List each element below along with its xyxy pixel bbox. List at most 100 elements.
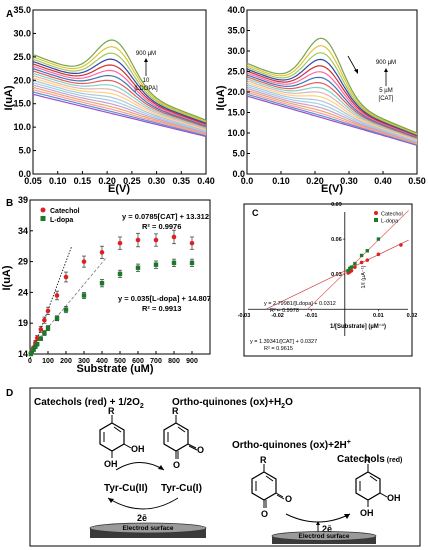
panel-b-chart: 0 100 200 300 400 500 600 700 800 900 14 19 24 29 34 39… xyxy=(1,195,211,375)
panel-c-point-catechol xyxy=(365,258,370,262)
panel-c-point-ldopa xyxy=(359,253,364,258)
panel-b-point-catechol xyxy=(45,308,51,314)
panel-a-right-curve-7 xyxy=(246,83,418,142)
panel-a-right-curve-1 xyxy=(246,95,418,146)
panel-b-legend-ldopa: L-dopa xyxy=(50,217,73,224)
panel-b-label: B xyxy=(6,198,13,209)
panel-b-xtick-label: 900 xyxy=(186,358,198,365)
panel-a-right-arrow xyxy=(347,55,358,73)
panel-a-right-xtick-label: 0.40 xyxy=(374,176,392,186)
panel-c-point-catechol xyxy=(353,265,357,269)
panel-b-point-ldopa xyxy=(35,341,40,347)
panel-b-point-catechol xyxy=(63,274,69,280)
panel-c-legend-ldopa-marker xyxy=(374,218,378,222)
panel-b-point-catechol xyxy=(38,327,44,332)
svg-text:R: R xyxy=(364,455,371,465)
panel-b-point-ldopa xyxy=(54,316,60,321)
panel-b-point-catechol xyxy=(171,234,177,240)
panel-a-right-ytick-label: 10.0 xyxy=(227,128,245,138)
panel-b-ytick-label: 24 xyxy=(18,287,28,297)
scheme-right-product: Catechols (red) xyxy=(337,454,402,465)
panel-a-left-ytick-label: 30.0 xyxy=(13,28,31,38)
panel-a-right-ytick-label: 20.0 xyxy=(227,87,245,97)
panel-a-label: A xyxy=(6,9,13,20)
panel-a-left-annotation-mid: 10 xyxy=(143,78,150,84)
panel-a-right-ylabel: I(uA) xyxy=(215,85,227,110)
electrode-right-label: Electrod surface xyxy=(299,533,350,540)
enzyme-tyr-cu-ii: Tyr-Cu(II) xyxy=(104,483,148,494)
panel-a-left-ytick-label: 0.0 xyxy=(18,169,31,179)
svg-text:R: R xyxy=(108,406,115,416)
panel-a-right-curve-18 xyxy=(246,37,418,134)
panel-a-right-curve-11 xyxy=(246,76,418,139)
panel-a-left-ytick-label: 15.0 xyxy=(13,99,31,109)
panel-b-xtick-label: 0 xyxy=(28,358,32,365)
panel-b-ylabel: I(uA) xyxy=(1,265,13,290)
panel-a-left-curve-9 xyxy=(32,75,207,130)
panel-a-right-xtick-label: 0.50 xyxy=(408,176,426,186)
scheme-right-title: Ortho-quinones (ox)+2H+ xyxy=(232,439,351,451)
panel-a-left-curve-3 xyxy=(32,89,207,136)
svg-text:O: O xyxy=(285,494,292,504)
panel-a-right-arrowhead xyxy=(354,69,358,74)
panel-b-xtick-label: 200 xyxy=(60,358,72,365)
panel-a-left-arrowhead xyxy=(144,58,148,62)
panel-c-point-ldopa xyxy=(353,261,357,266)
panel-c-point-ldopa xyxy=(349,265,354,269)
panel-c-legend-ldopa: L-dopa xyxy=(381,219,399,225)
panel-c-xlabel: 1/[Substrate] (µM⁻¹) xyxy=(330,323,386,330)
panel-a-right-annotation-top: 900 µM xyxy=(376,60,396,66)
panel-a-right-ytick-label: 15.0 xyxy=(227,108,245,118)
panel-a-right-chart: 0.0 0.10 0.20 0.30 0.40 0.50 0.0 5.0 10.0 15.0 20.… xyxy=(215,5,426,195)
panel-c-point-ldopa xyxy=(346,268,350,273)
panel-b-ytick-label: 29 xyxy=(18,257,28,267)
panel-a-right-curve-5 xyxy=(246,87,418,143)
panel-a-left-curve-1 xyxy=(32,93,207,138)
panel-b-point-catechol xyxy=(117,240,123,246)
panel-a-left-xtick-label: 0.40 xyxy=(197,176,215,186)
panel-a-left-curve-12 xyxy=(32,68,207,127)
panel-a-left-curve-8 xyxy=(32,77,207,131)
panel-c-point-ldopa xyxy=(365,249,370,253)
panel-b-legend-catechol-marker xyxy=(40,207,46,213)
panel-b-legend-catechol: Catechol xyxy=(50,208,80,215)
panel-b-eq-catechol: y = 0.0785[CAT] + 13.312 xyxy=(122,212,209,221)
panel-a-right-annotation-mid: 5 µM xyxy=(379,88,392,94)
panel-c-legend-catechol-marker xyxy=(374,211,378,215)
svg-text:OH: OH xyxy=(131,444,145,454)
panel-c-xtick-label: 0.01 xyxy=(373,313,384,319)
panel-b-point-ldopa xyxy=(29,349,34,355)
svg-text:O: O xyxy=(261,509,268,519)
panel-b-r2-catechol: R² = 0.9976 xyxy=(142,222,181,231)
panel-a-right-curve-13 xyxy=(246,71,418,138)
enzyme-tyr-cu-i: Tyr-Cu(I) xyxy=(161,483,202,494)
panel-a-right-curve-8 xyxy=(246,82,418,141)
panel-b-ytick-label: 34 xyxy=(18,226,28,236)
panel-b-point-ldopa xyxy=(171,260,177,266)
panel-a-left-ytick-label: 35.0 xyxy=(13,5,31,15)
panel-a-left-chart: 0.05 0.10 0.15 0.20 0.25 0.30 0.35 0.40 0.0 5.0 10… xyxy=(3,5,215,195)
panel-b-ytick-label: 14 xyxy=(18,349,28,359)
electrons-left: 2ē xyxy=(137,513,147,523)
panel-c-fit-catechol xyxy=(265,239,409,310)
panel-b-point-catechol xyxy=(54,293,60,298)
panel-a-left-curve-5 xyxy=(32,84,207,134)
panel-b-point-catechol xyxy=(34,335,40,341)
panel-c-point-catechol xyxy=(399,243,403,247)
panel-b-r2-ldopa: R² = 0.9913 xyxy=(142,304,181,313)
svg-text:OH: OH xyxy=(360,508,374,518)
panel-b-ytick-label: 19 xyxy=(18,318,28,328)
panel-a-left-curve-15 xyxy=(32,58,207,124)
electrode-left xyxy=(89,522,207,538)
catechol-structure-right: R OH OH xyxy=(355,455,401,518)
panel-a-right-ytick-label: 30.0 xyxy=(227,46,245,56)
panel-a-left-annotation-top: 900 µM xyxy=(136,51,156,57)
panel-b-point-ldopa xyxy=(81,293,87,298)
panel-c-r2-ldopa: R² = 0.9978 xyxy=(270,308,299,314)
panel-a-right-curve-14 xyxy=(246,65,418,137)
panel-a-right-curve-4 xyxy=(246,89,418,144)
panel-a-right-ytick-label: 25.0 xyxy=(227,67,245,77)
panel-a-right-curve-12 xyxy=(246,74,418,138)
catechol-structure-left: R OH OH xyxy=(99,406,145,469)
